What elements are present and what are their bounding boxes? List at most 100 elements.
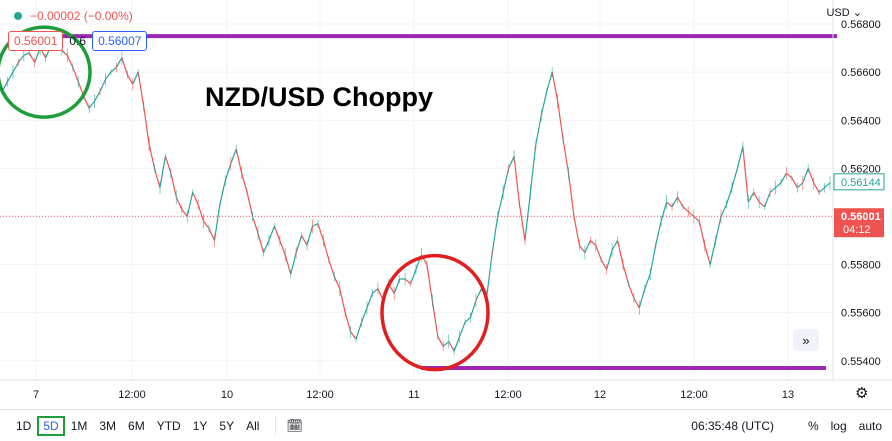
price-segment <box>622 264 630 284</box>
price-segment <box>262 240 270 253</box>
price-segment <box>235 148 243 174</box>
price-segment <box>671 196 678 208</box>
price-segment <box>704 245 711 265</box>
x-tick-label: 12:00 <box>118 389 146 401</box>
price-segment <box>486 252 493 296</box>
log-scale-button[interactable]: log <box>830 418 847 433</box>
utc-clock[interactable]: 06:35:48 (UTC) <box>691 418 774 433</box>
price-segment <box>682 206 689 213</box>
price-segment <box>736 146 744 169</box>
price-segment <box>786 172 793 179</box>
price-segment <box>279 240 286 256</box>
price-segment <box>807 168 815 183</box>
price-segment <box>268 225 275 241</box>
price-segment <box>328 259 335 277</box>
price-segment <box>459 322 466 337</box>
price-segment <box>94 91 101 102</box>
price-segment <box>546 71 553 92</box>
timeframe-3m[interactable]: 3M <box>99 418 117 433</box>
gear-icon[interactable]: ⚙ <box>855 385 869 402</box>
price-segment <box>17 54 25 63</box>
price-segment <box>164 156 172 174</box>
scroll-to-realtime-button[interactable]: » <box>793 329 819 351</box>
price-segment <box>693 216 700 222</box>
price-segment <box>393 278 401 294</box>
price-change-row: −0.00002 (−0.00%) <box>14 9 133 23</box>
price-segment <box>132 71 139 85</box>
price-segment <box>633 297 640 309</box>
toolbar-divider <box>275 416 277 435</box>
price-segment <box>333 276 341 289</box>
bid-ask-row: 0.56001 0.6 0.56007 <box>8 31 148 51</box>
price-segment <box>181 208 188 217</box>
timeframe-5y[interactable]: 5Y <box>219 418 235 433</box>
price-segment <box>431 300 439 337</box>
price-segment <box>502 168 510 193</box>
price-segment <box>99 79 107 92</box>
price-segment <box>115 57 123 68</box>
timeframe-1y[interactable]: 1Y <box>192 418 208 433</box>
price-segment <box>529 144 537 193</box>
price-segment <box>121 57 128 75</box>
x-tick-label: 10 <box>221 389 233 401</box>
auto-scale-button[interactable]: auto <box>858 418 882 433</box>
x-tick-label: 12 <box>594 389 606 401</box>
price-segment <box>813 182 820 193</box>
price-segment <box>148 144 156 169</box>
price-segment <box>687 211 695 217</box>
price-segment <box>312 223 319 227</box>
timeframe-all[interactable]: All <box>246 418 260 433</box>
price-segment <box>6 71 14 83</box>
price-segment <box>28 52 36 63</box>
x-tick-label: 12:00 <box>306 389 334 401</box>
price-segment <box>366 293 373 309</box>
price-segment <box>508 156 515 169</box>
timeframe-ytd[interactable]: YTD <box>156 418 181 433</box>
spread-value: 0.6 <box>69 34 87 48</box>
timeframe-1d[interactable]: 1D <box>16 418 32 433</box>
current-price-label: 0.56144 <box>841 177 881 189</box>
countdown-label: 04:12 <box>843 224 871 236</box>
price-segment <box>404 278 411 285</box>
price-segment <box>66 55 74 68</box>
price-segment <box>301 235 308 246</box>
price-segment <box>126 74 134 85</box>
price-segment <box>616 240 624 265</box>
bid-button[interactable]: 0.56001 <box>8 31 64 51</box>
price-segment <box>758 201 766 208</box>
y-tick-label: 0.56800 <box>841 19 881 31</box>
price-segment <box>137 72 145 106</box>
price-segment <box>170 173 177 198</box>
price-segment <box>578 244 586 253</box>
currency-selector[interactable]: USD ⌄ <box>826 6 862 19</box>
price-segment <box>360 307 368 323</box>
price-segment <box>535 115 542 145</box>
price-segment <box>720 204 728 217</box>
price-segment <box>409 269 417 285</box>
price-change: −0.00002 (−0.00%) <box>30 9 133 23</box>
y-tick-label: 0.55600 <box>841 308 881 320</box>
price-segment <box>175 196 183 210</box>
price-segment <box>562 139 570 174</box>
price-segment <box>61 50 68 56</box>
price-segment <box>589 240 597 246</box>
price-segment <box>72 67 79 82</box>
percent-scale-button[interactable]: % <box>807 418 819 433</box>
ask-button[interactable]: 0.56007 <box>92 31 148 51</box>
price-segment <box>742 146 749 203</box>
price-segment <box>764 192 771 208</box>
price-segment <box>627 283 635 299</box>
y-tick-label: 0.56400 <box>841 115 881 127</box>
y-tick-label: 0.56600 <box>841 67 881 79</box>
timeframe-1m[interactable]: 1M <box>70 418 88 433</box>
timeframe-5d[interactable]: 5D <box>37 415 65 436</box>
x-tick-label: 11 <box>408 389 419 401</box>
timeframe-6m[interactable]: 6M <box>128 418 145 433</box>
price-segment <box>105 71 112 80</box>
price-segment <box>584 240 591 253</box>
price-segment <box>284 254 292 275</box>
calendar-icon[interactable]: 🗓 <box>286 417 303 433</box>
price-segment <box>306 225 314 246</box>
price-segment <box>557 100 564 140</box>
